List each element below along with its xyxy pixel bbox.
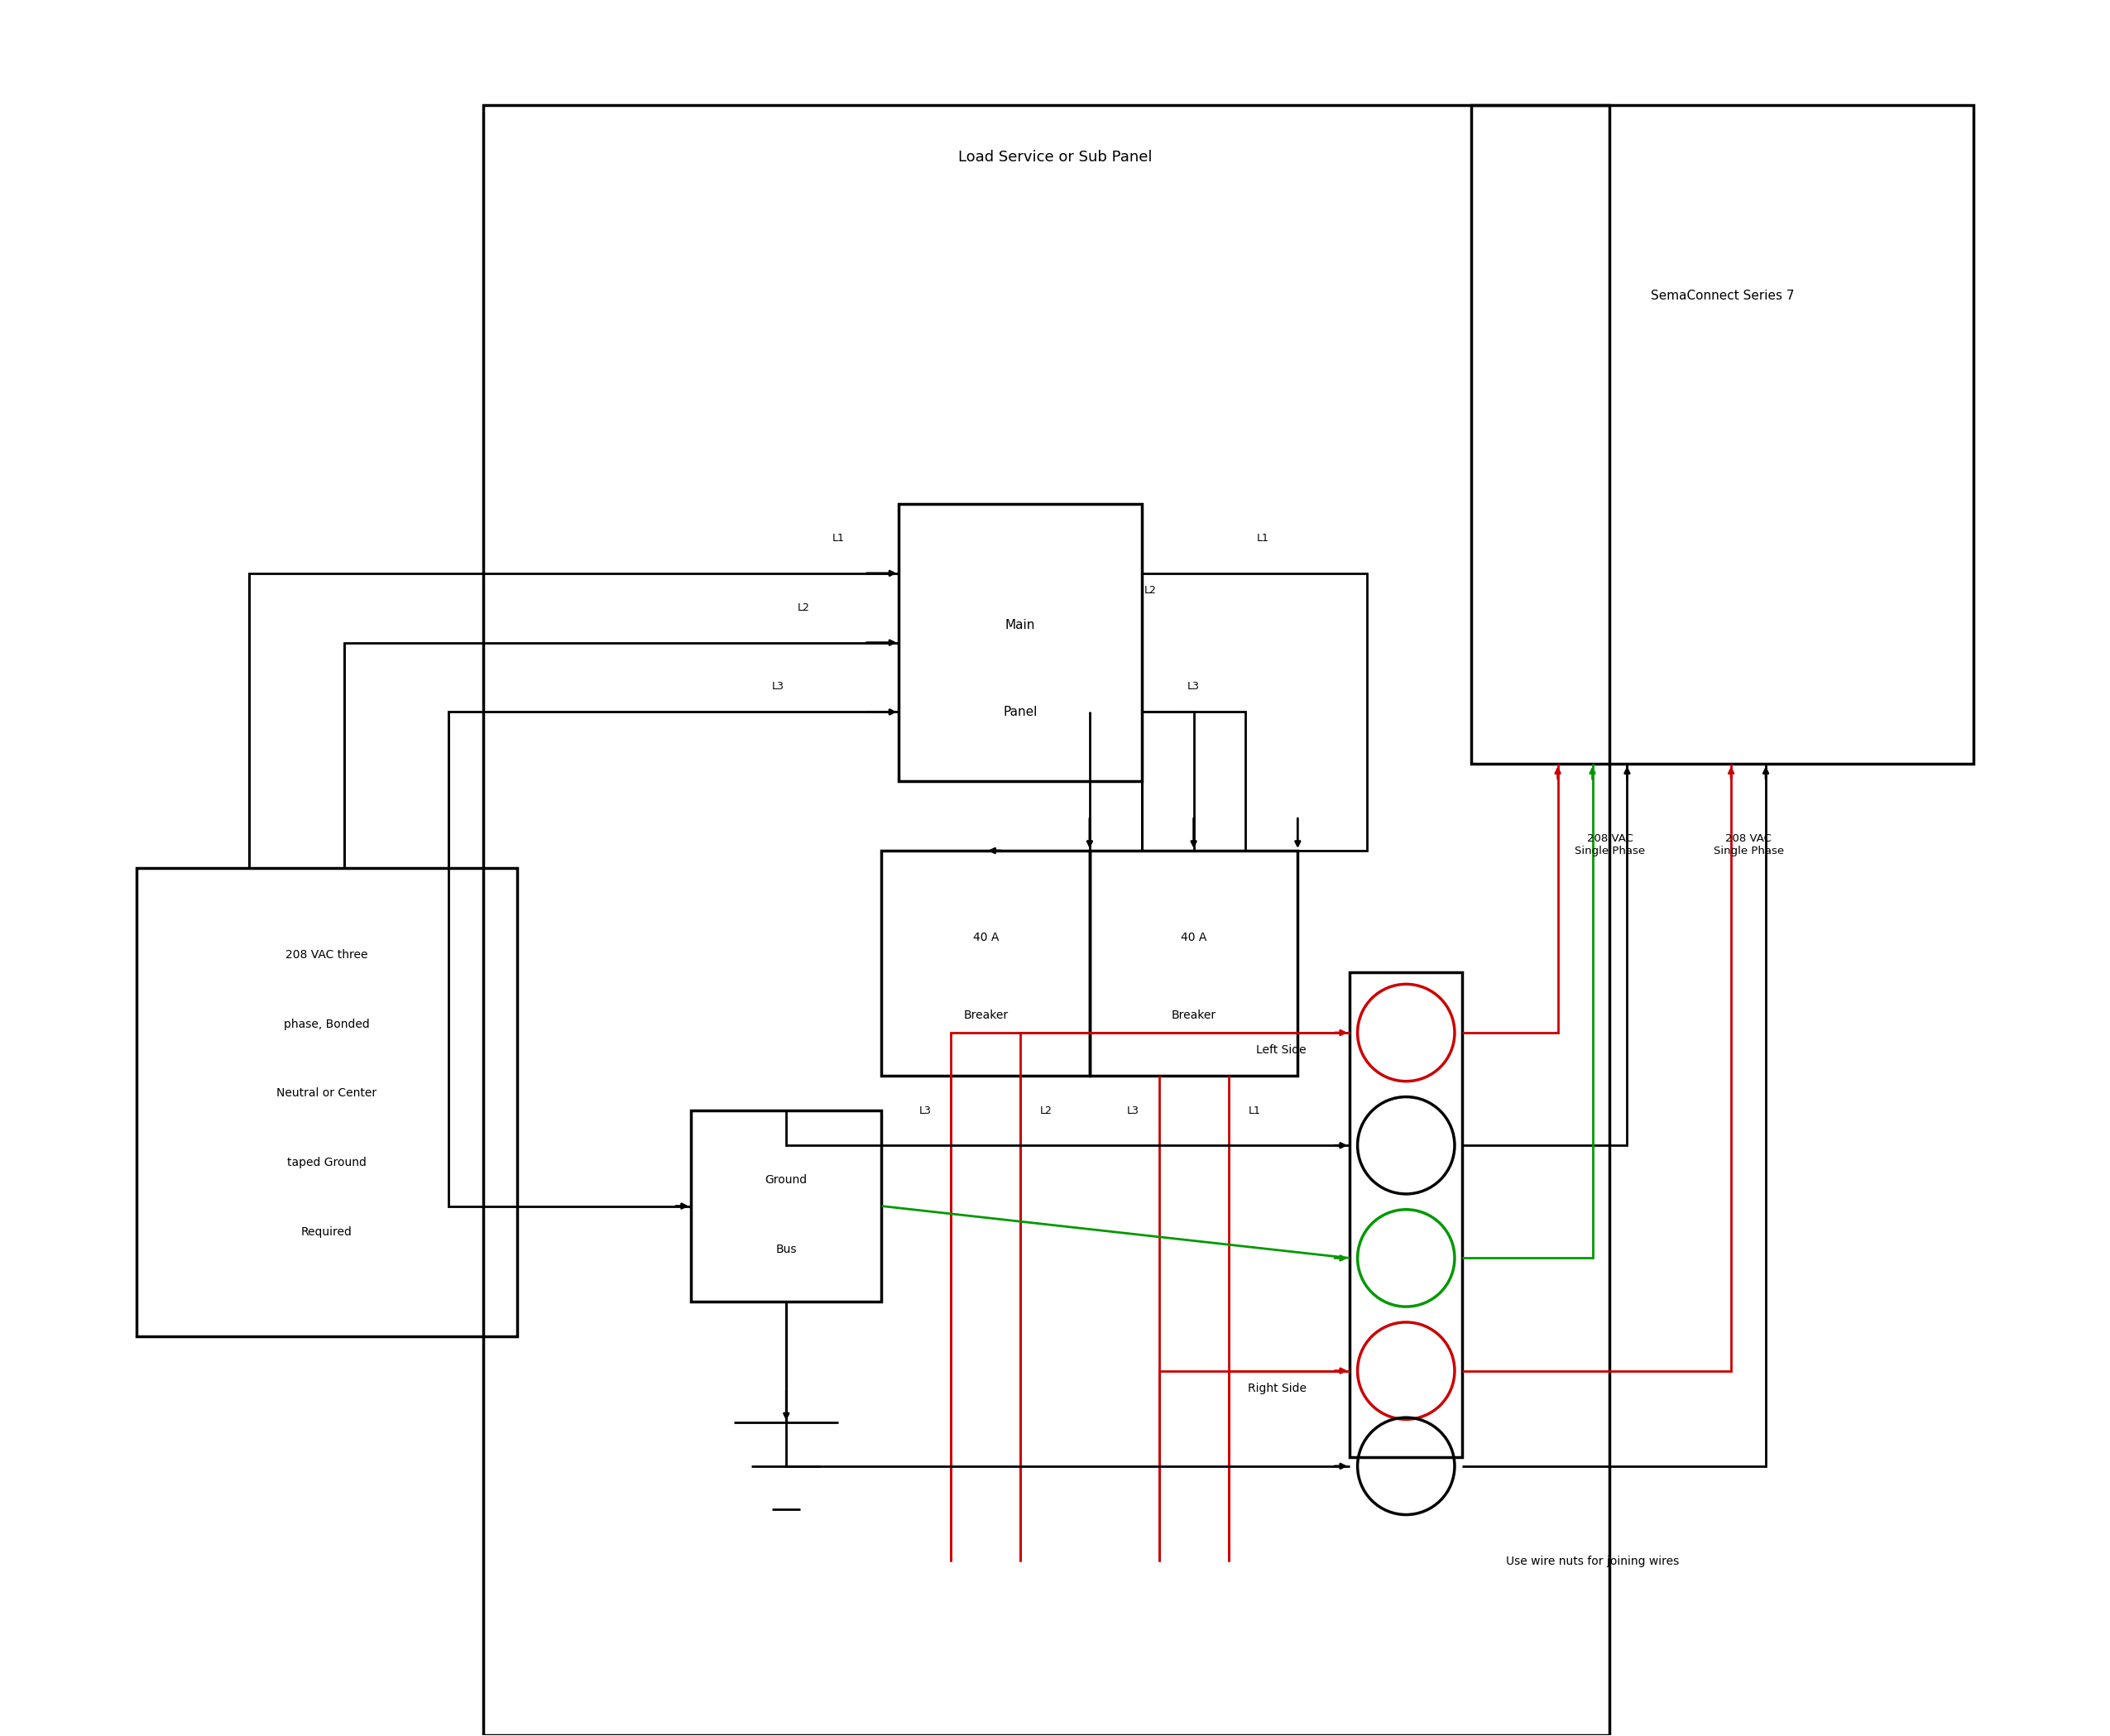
- Text: Use wire nuts for joining wires: Use wire nuts for joining wires: [1507, 1555, 1680, 1568]
- Bar: [483, 106, 1610, 1734]
- Text: Neutral or Center: Neutral or Center: [276, 1087, 378, 1099]
- Text: L1: L1: [1258, 533, 1270, 543]
- Bar: [1471, 106, 1973, 764]
- Text: 208 VAC three: 208 VAC three: [285, 950, 367, 960]
- Text: Panel: Panel: [1002, 707, 1038, 719]
- Text: Bus: Bus: [776, 1243, 798, 1255]
- Text: L2: L2: [798, 602, 810, 613]
- Text: SemaConnect Series 7: SemaConnect Series 7: [1650, 290, 1793, 302]
- Text: Breaker: Breaker: [1171, 1010, 1215, 1021]
- Bar: [1350, 972, 1462, 1458]
- Bar: [137, 868, 517, 1337]
- Text: L1: L1: [1249, 1106, 1260, 1116]
- Text: 40 A: 40 A: [973, 932, 998, 943]
- Text: 40 A: 40 A: [1182, 932, 1207, 943]
- Text: Breaker: Breaker: [964, 1010, 1009, 1021]
- Bar: [899, 503, 1142, 781]
- Text: L1: L1: [831, 533, 844, 543]
- Text: 208 VAC
Single Phase: 208 VAC Single Phase: [1713, 833, 1783, 856]
- Text: 208 VAC
Single Phase: 208 VAC Single Phase: [1574, 833, 1646, 856]
- Text: L2: L2: [1040, 1106, 1053, 1116]
- Text: L3: L3: [1127, 1106, 1139, 1116]
- Text: L3: L3: [772, 681, 783, 691]
- Text: phase, Bonded: phase, Bonded: [285, 1019, 369, 1029]
- Bar: [882, 851, 1089, 1076]
- Text: L2: L2: [1144, 585, 1156, 595]
- Text: taped Ground: taped Ground: [287, 1156, 367, 1168]
- Text: Load Service or Sub Panel: Load Service or Sub Panel: [958, 149, 1152, 165]
- Text: L3: L3: [918, 1106, 931, 1116]
- Text: Main: Main: [1004, 620, 1036, 632]
- Bar: [690, 1111, 882, 1302]
- Text: Left Side: Left Side: [1255, 1045, 1306, 1055]
- Text: L3: L3: [1188, 681, 1201, 691]
- Text: Right Side: Right Side: [1247, 1382, 1306, 1394]
- Text: Required: Required: [302, 1226, 352, 1238]
- Bar: [1089, 851, 1298, 1076]
- Text: Ground: Ground: [766, 1174, 808, 1186]
